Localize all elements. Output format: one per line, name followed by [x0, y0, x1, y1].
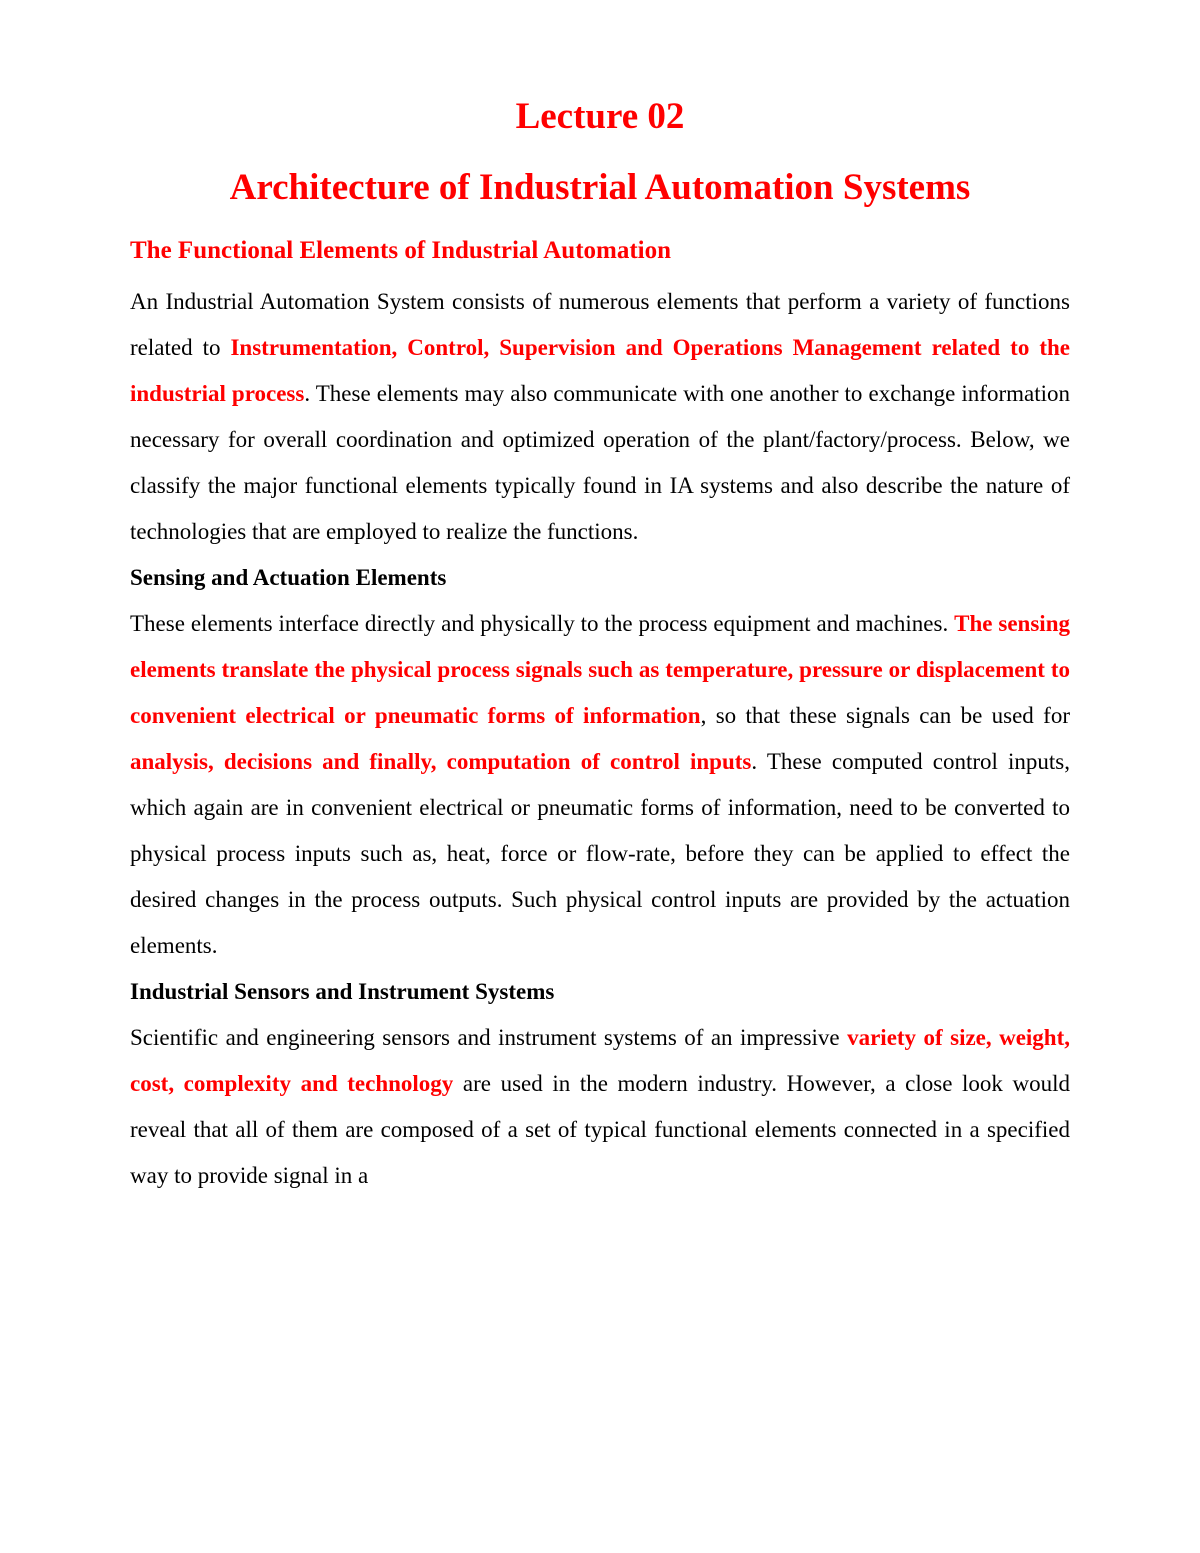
lecture-main-title: Architecture of Industrial Automation Sy…	[130, 166, 1070, 209]
section-heading-functional-elements: The Functional Elements of Industrial Au…	[130, 237, 1070, 265]
paragraph-sensors: Scientific and engineering sensors and i…	[130, 1015, 1070, 1199]
p3-text-a: Scientific and engineering sensors and i…	[130, 1025, 847, 1050]
paragraph-intro: An Industrial Automation System consists…	[130, 279, 1070, 555]
p2-text-a: These elements interface directly and ph…	[130, 611, 954, 636]
lecture-number-title: Lecture 02	[130, 95, 1070, 138]
paragraph-sensing: These elements interface directly and ph…	[130, 601, 1070, 969]
p2-text-e: . These computed control inputs, which a…	[130, 749, 1070, 958]
p2-text-c: , so that these signals can be used for	[701, 703, 1070, 728]
p2-highlight-d: analysis, decisions and finally, computa…	[130, 749, 751, 774]
sub-heading-sensing-actuation: Sensing and Actuation Elements	[130, 565, 1070, 591]
sub-heading-industrial-sensors: Industrial Sensors and Instrument System…	[130, 979, 1070, 1005]
